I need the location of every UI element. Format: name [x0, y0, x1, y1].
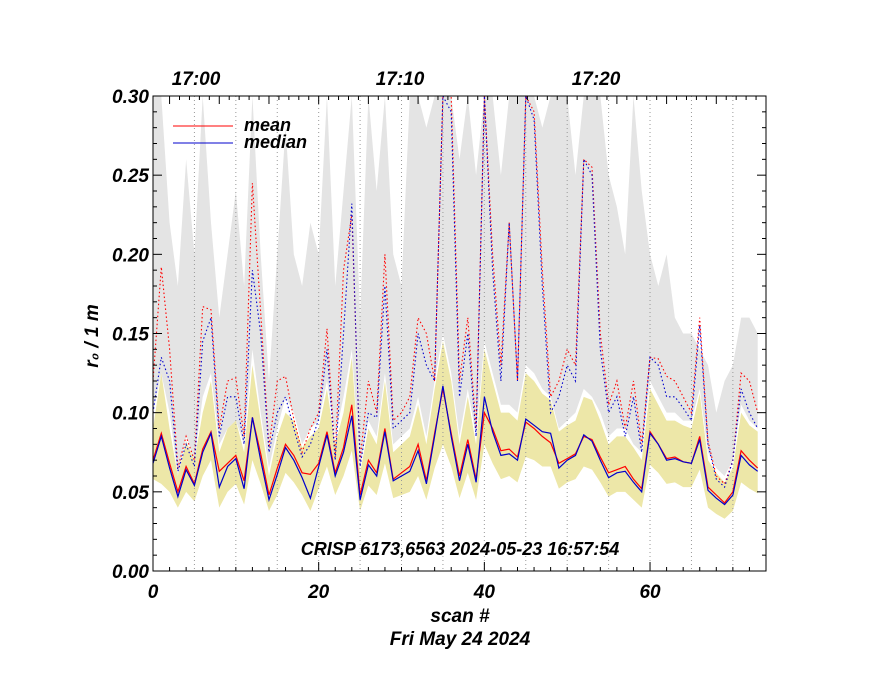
legend-mean-label: mean: [244, 115, 291, 135]
x-axis-subtitle: Fri May 24 2024: [390, 629, 531, 650]
y-tick-label-4: 0.20: [112, 245, 149, 266]
median-dotted-line: [153, 96, 759, 489]
y-tick-label-1: 0.05: [112, 483, 149, 504]
x-tick-label-0: 0: [148, 582, 159, 603]
x-axis-title: scan #: [430, 606, 490, 627]
y-tick-label-2: 0.10: [112, 404, 149, 425]
legend-median-label: median: [244, 132, 307, 152]
top-axis-label-0: 17:00: [172, 69, 221, 90]
median-line: [153, 385, 759, 506]
y-tick-label-5: 0.25: [112, 166, 149, 187]
x-tick-label-3: 60: [639, 582, 661, 603]
y-tick-label-0: 0.00: [112, 562, 149, 583]
x-tick-label-1: 20: [307, 582, 330, 603]
band-high-area: [153, 96, 758, 476]
top-axis-label-1: 17:10: [376, 69, 425, 90]
y-tick-label-3: 0.15: [112, 325, 149, 346]
y-axis-title: r₀ / 1 m: [82, 304, 103, 368]
top-axis-label-2: 17:20: [572, 69, 621, 90]
x-tick-label-2: 40: [473, 582, 496, 603]
y-tick-label-6: 0.30: [112, 87, 149, 108]
annotation: CRISP 6173,6563 2024-05-23 16:57:54: [301, 539, 620, 559]
